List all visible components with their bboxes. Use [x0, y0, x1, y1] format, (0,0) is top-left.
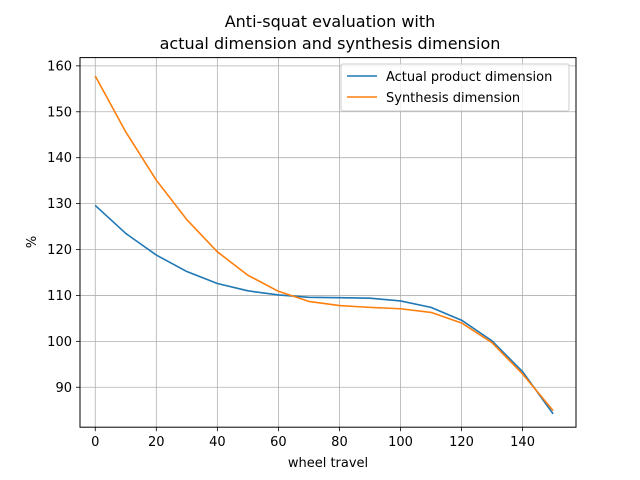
series-line-0 — [94, 204, 554, 415]
y-axis-label: % — [25, 236, 40, 248]
y-tick-label: 150 — [47, 105, 72, 120]
chart-title-line-1: Anti-squat evaluation with — [225, 12, 436, 31]
y-tick-label: 120 — [47, 243, 72, 258]
plot-frame — [79, 57, 577, 428]
ticks: 0 20 40 60 80 100 120 140 90 100 110 120 130 140 150 16… — [47, 59, 535, 450]
series-lines — [94, 75, 554, 415]
x-tick-label: 120 — [449, 435, 474, 450]
x-tick-label: 40 — [209, 435, 226, 450]
series-line-1 — [94, 75, 554, 412]
x-axis-label: wheel travel — [288, 456, 368, 471]
legend-label-actual: Actual product dimension — [386, 70, 552, 85]
x-tick-label: 80 — [331, 435, 348, 450]
y-tick-label: 110 — [47, 289, 72, 304]
x-tick-label: 140 — [510, 435, 535, 450]
legend-box — [340, 63, 570, 112]
chart-title-line-2: actual dimension and synthesis dimension — [160, 34, 501, 53]
x-tick-label: 60 — [270, 435, 287, 450]
legend: Actual product dimension Synthesis dimen… — [340, 63, 570, 112]
y-tick-label: 160 — [47, 59, 72, 74]
x-tick-label: 100 — [388, 435, 413, 450]
x-tick-label: 0 — [91, 435, 99, 450]
legend-label-synthesis: Synthesis dimension — [386, 91, 520, 106]
y-tick-label: 140 — [47, 151, 72, 166]
x-tick-label: 20 — [148, 435, 165, 450]
grid — [80, 57, 576, 428]
y-tick-label: 100 — [47, 335, 72, 350]
y-tick-label: 130 — [47, 197, 72, 212]
y-tick-label: 90 — [55, 381, 72, 396]
